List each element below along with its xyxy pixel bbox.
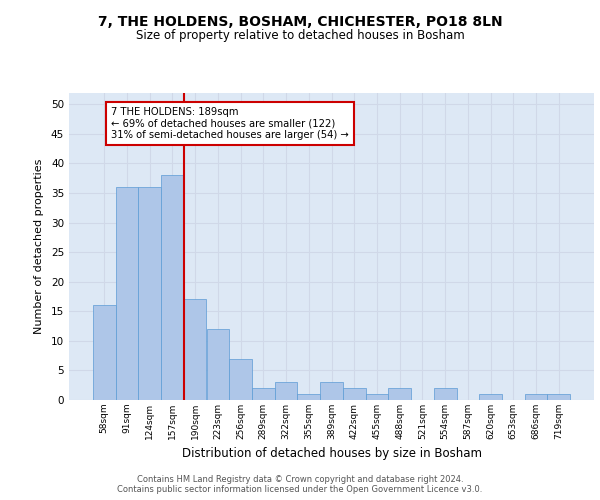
- Bar: [139, 187, 161, 400]
- Bar: [479, 394, 502, 400]
- Bar: [161, 176, 184, 400]
- Bar: [434, 388, 457, 400]
- Y-axis label: Number of detached properties: Number of detached properties: [34, 158, 44, 334]
- X-axis label: Distribution of detached houses by size in Bosham: Distribution of detached houses by size …: [182, 448, 482, 460]
- Text: Contains HM Land Registry data © Crown copyright and database right 2024.
Contai: Contains HM Land Registry data © Crown c…: [118, 474, 482, 494]
- Bar: [93, 306, 116, 400]
- Bar: [365, 394, 388, 400]
- Bar: [298, 394, 320, 400]
- Bar: [343, 388, 365, 400]
- Bar: [252, 388, 275, 400]
- Bar: [184, 300, 206, 400]
- Bar: [206, 329, 229, 400]
- Text: 7, THE HOLDENS, BOSHAM, CHICHESTER, PO18 8LN: 7, THE HOLDENS, BOSHAM, CHICHESTER, PO18…: [98, 16, 502, 30]
- Bar: [229, 358, 252, 400]
- Bar: [524, 394, 547, 400]
- Bar: [388, 388, 411, 400]
- Bar: [320, 382, 343, 400]
- Bar: [116, 187, 139, 400]
- Bar: [275, 382, 298, 400]
- Text: Size of property relative to detached houses in Bosham: Size of property relative to detached ho…: [136, 30, 464, 43]
- Bar: [547, 394, 570, 400]
- Text: 7 THE HOLDENS: 189sqm
← 69% of detached houses are smaller (122)
31% of semi-det: 7 THE HOLDENS: 189sqm ← 69% of detached …: [111, 108, 349, 140]
